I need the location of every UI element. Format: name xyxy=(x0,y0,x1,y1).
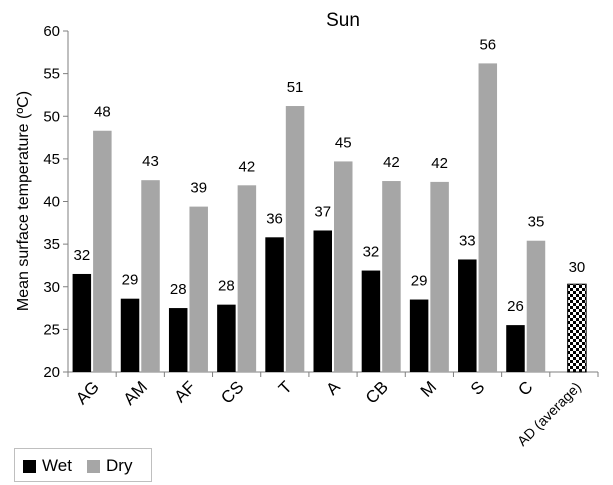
legend: Wet Dry xyxy=(14,448,152,482)
y-tick-label: 45 xyxy=(43,151,60,168)
legend-swatch-wet xyxy=(23,459,36,473)
bar-dry xyxy=(526,240,546,372)
y-tick-label: 30 xyxy=(43,279,60,296)
y-axis-label: Mean surface temperature (ºC) xyxy=(15,91,32,311)
data-label-dry: 42 xyxy=(383,154,400,171)
x-tick-label: T xyxy=(275,377,296,398)
bar-wet xyxy=(217,304,236,372)
bar-wet xyxy=(168,308,188,372)
bar-wet xyxy=(409,299,429,372)
data-label-dry: 48 xyxy=(94,104,111,121)
y-tick-label: 35 xyxy=(43,236,60,253)
bar-wet xyxy=(458,259,477,372)
legend-swatch-dry xyxy=(87,459,100,473)
x-tick-label: AG xyxy=(72,377,103,408)
bar-dry xyxy=(478,63,498,373)
y-tick-label: 40 xyxy=(43,194,60,211)
bar-wet xyxy=(265,237,284,372)
y-tick-label: 60 xyxy=(43,23,60,40)
data-label-dry: 56 xyxy=(479,36,496,53)
data-label-wet: 29 xyxy=(122,272,139,289)
bar-wet xyxy=(361,270,381,372)
x-tick-label: AM xyxy=(120,377,151,408)
legend-item-wet: Wet xyxy=(23,456,72,476)
x-tick-label: CS xyxy=(217,377,247,407)
bar-wet xyxy=(72,273,92,372)
data-label-wet: 32 xyxy=(73,247,90,264)
bar-dry xyxy=(334,161,353,372)
x-tick-label: A xyxy=(322,377,344,399)
bar-wet xyxy=(313,230,332,372)
bar-wet xyxy=(506,325,525,372)
data-label-dry: 42 xyxy=(239,158,256,175)
data-label-wet: 26 xyxy=(507,298,524,315)
y-tick-label: 25 xyxy=(43,321,60,338)
x-tick-label: CB xyxy=(362,377,392,407)
data-label-wet: 36 xyxy=(266,210,283,227)
bar-dry xyxy=(285,106,305,373)
data-label-average: 30 xyxy=(569,259,586,276)
x-tick-label: M xyxy=(417,377,440,400)
data-label-wet: 32 xyxy=(363,244,380,261)
y-tick-label: 50 xyxy=(43,108,60,125)
bar-wet xyxy=(120,298,140,372)
data-label-dry: 35 xyxy=(528,214,545,231)
chart-title: Sun xyxy=(326,10,360,31)
bar-dry xyxy=(382,181,401,372)
legend-item-dry: Dry xyxy=(87,456,132,476)
x-tick-label: C xyxy=(514,377,536,399)
y-tick-label: 20 xyxy=(43,364,60,381)
data-label-dry: 42 xyxy=(431,155,448,172)
bar-average xyxy=(567,283,587,373)
data-label-wet: 28 xyxy=(218,278,235,295)
legend-label-wet: Wet xyxy=(42,456,72,475)
data-label-wet: 28 xyxy=(170,281,187,298)
data-label-wet: 37 xyxy=(314,203,331,220)
data-label-wet: 33 xyxy=(459,232,476,249)
bar-dry xyxy=(93,130,112,372)
data-label-dry: 51 xyxy=(287,79,304,96)
bar-dry xyxy=(189,206,208,372)
bar-dry xyxy=(430,181,449,372)
bar-dry xyxy=(237,185,257,372)
x-tick-label: AF xyxy=(170,377,199,406)
data-label-dry: 39 xyxy=(190,180,207,197)
x-tick-label: S xyxy=(467,377,488,398)
data-label-dry: 43 xyxy=(142,153,159,170)
legend-label-dry: Dry xyxy=(106,456,133,475)
data-label-dry: 45 xyxy=(335,134,352,151)
y-tick-label: 55 xyxy=(43,66,60,83)
data-label-wet: 29 xyxy=(411,273,428,290)
bar-dry xyxy=(141,180,160,372)
